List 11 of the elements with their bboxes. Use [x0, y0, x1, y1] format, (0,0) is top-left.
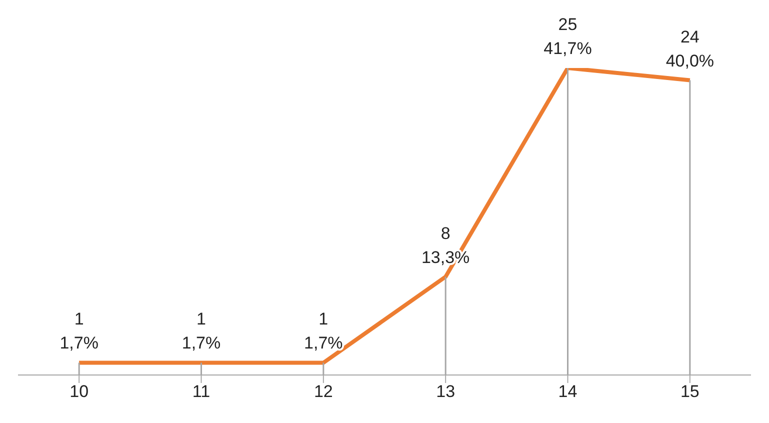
x-tick-label: 10: [70, 382, 89, 402]
x-tick-label: 13: [436, 382, 456, 402]
data-label: 25 41,7%: [544, 15, 592, 58]
data-label: 1 1,7%: [60, 310, 98, 353]
x-tick-label: 11: [192, 382, 210, 402]
x-tick-label: 14: [558, 382, 578, 402]
data-label: 1 1,7%: [304, 310, 343, 353]
data-label: 24 40,0%: [666, 27, 714, 70]
x-tick-label: 15: [680, 382, 700, 402]
x-tick-label: 12: [314, 382, 333, 402]
data-label: 1 1,7%: [182, 310, 221, 353]
